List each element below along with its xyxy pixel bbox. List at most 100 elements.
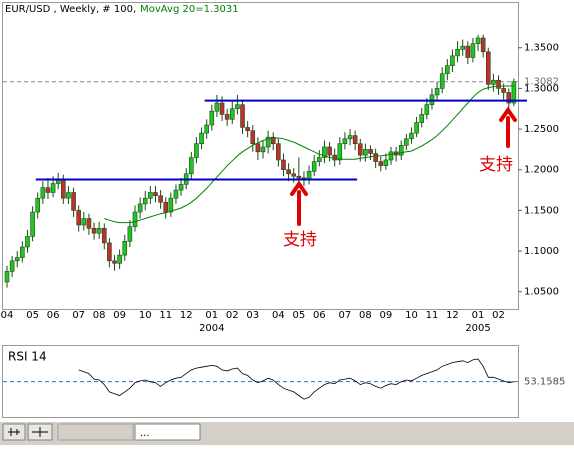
candle-body	[132, 211, 138, 227]
candle-body	[291, 173, 297, 177]
x-tick-label: 04	[272, 310, 285, 321]
candle-body	[317, 157, 322, 162]
candle-body	[398, 145, 404, 156]
candle-body	[45, 187, 51, 193]
chart-title: EUR/USD , Weekly, # 100,	[5, 4, 136, 15]
candle-body	[117, 254, 122, 264]
candle-body	[173, 189, 179, 199]
candle-body	[158, 195, 163, 203]
y-tick-label: 1.3000	[524, 83, 559, 94]
candle-body	[137, 203, 143, 213]
candle-body	[4, 271, 10, 283]
moving-average	[104, 85, 514, 224]
candle-body	[368, 149, 373, 154]
x-tick-label: 06	[47, 310, 60, 321]
candle-body	[276, 143, 281, 161]
scrollbar[interactable]	[57, 423, 134, 441]
candle-body	[357, 143, 363, 156]
candle-body	[148, 192, 153, 199]
candle-body	[168, 197, 174, 213]
rsi-line	[78, 358, 514, 400]
candle-body	[306, 171, 312, 180]
candle-body	[20, 246, 25, 258]
x-tick-label: 09	[380, 310, 393, 321]
candle-body	[352, 135, 358, 145]
candle-body	[337, 143, 343, 161]
x-tick-label: 04	[1, 310, 14, 321]
candle-body	[424, 104, 430, 115]
candle-body	[383, 159, 389, 166]
candle-body	[142, 197, 148, 205]
rsi-value-label: 53.1585	[524, 377, 565, 388]
candle-body	[419, 114, 425, 123]
annotation: 支持	[479, 155, 513, 175]
candle-body	[270, 136, 276, 145]
candle-body	[409, 132, 414, 140]
candle-body	[112, 260, 117, 264]
x-tick-label: 03	[246, 310, 259, 321]
candle-body	[199, 132, 204, 145]
candle-body	[9, 260, 15, 272]
tab[interactable]	[134, 423, 201, 441]
candle-body	[434, 88, 440, 96]
candle-body	[460, 45, 465, 50]
candle-body	[322, 146, 327, 158]
candle-body	[81, 218, 87, 226]
candle-body	[25, 236, 30, 248]
candle-body	[260, 146, 266, 153]
candle-body	[245, 127, 250, 131]
candle-body	[101, 227, 107, 244]
candle-body	[296, 175, 302, 179]
price-panel	[2, 2, 519, 310]
candle-body	[450, 55, 455, 66]
annotation-box	[476, 150, 518, 200]
x-tick-label: 01	[205, 310, 218, 321]
button-icon	[8, 428, 20, 436]
candle-body	[189, 157, 194, 175]
candle-body	[404, 138, 409, 146]
candle-body	[491, 79, 496, 85]
candle-body	[96, 227, 102, 234]
y-tick-label: 1.2500	[524, 124, 559, 135]
x-tick-label: 09	[113, 310, 126, 321]
x-tick-label: 07	[339, 310, 352, 321]
candle-body	[194, 143, 199, 158]
x-tick-label: 05	[26, 310, 39, 321]
x-year-label: 2005	[465, 323, 490, 334]
x-tick-label: 08	[93, 310, 106, 321]
candle-body	[465, 45, 471, 58]
candle-body	[265, 136, 271, 148]
candle-body	[209, 110, 215, 126]
y-tick-label: 1.3500	[524, 43, 559, 54]
candle-body	[250, 130, 256, 145]
candle-body	[501, 88, 506, 93]
candle-body	[327, 146, 332, 156]
ma-label: MovAvg 20=1.3031	[140, 4, 238, 15]
candle-body	[14, 257, 20, 262]
candle-body	[255, 143, 261, 153]
candle-body	[378, 161, 384, 166]
candle-body	[178, 184, 184, 191]
candle-body	[76, 210, 81, 226]
candle-body	[91, 227, 97, 234]
candle-body	[470, 43, 476, 58]
candle-body	[50, 183, 56, 193]
candle-body	[240, 104, 245, 128]
candle-body	[342, 138, 348, 145]
y-tick-label: 1.1500	[524, 205, 559, 216]
x-year-label: 2004	[199, 323, 224, 334]
rsi-title: RSI 14	[8, 350, 47, 364]
candle-body	[363, 149, 368, 156]
candle-body	[30, 211, 35, 237]
x-tick-label: 08	[359, 310, 372, 321]
candle-body	[122, 241, 128, 256]
x-tick-label: 12	[180, 310, 193, 321]
candle-body	[511, 81, 517, 104]
candle-body	[86, 218, 92, 229]
candle-body	[107, 242, 112, 262]
x-tick-label: 10	[405, 310, 418, 321]
candle-body	[153, 192, 158, 197]
tab-label: ...	[140, 428, 150, 439]
candle-body	[455, 49, 460, 57]
